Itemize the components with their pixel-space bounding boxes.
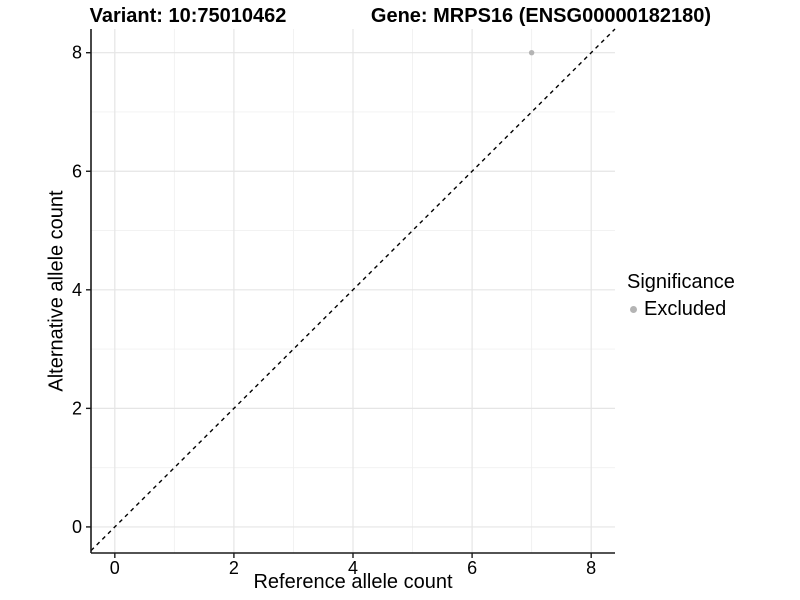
legend-entry-excluded: Excluded: [627, 298, 735, 321]
identity-dashed-line: [90, 28, 616, 552]
y-tick-label: 2: [72, 398, 82, 418]
data-point: [528, 50, 535, 56]
x-tick-label: 2: [229, 558, 239, 578]
y-tick-label: 6: [72, 161, 82, 181]
x-axis-label: Reference allele count: [253, 571, 453, 593]
y-tick-label: 0: [72, 517, 82, 537]
legend-title: Significance: [627, 271, 735, 293]
plot-title-gene: Gene: MRPS16 (ENSG00000182180): [370, 5, 712, 27]
legend-entry-label: Excluded: [644, 298, 727, 320]
y-tick-label: 4: [72, 280, 82, 300]
x-tick-label: 4: [348, 558, 358, 578]
y-tick-label: 8: [72, 43, 82, 63]
x-tick-label: 8: [586, 558, 596, 578]
x-tick-label: 6: [467, 558, 477, 578]
x-tick-label: 0: [110, 558, 120, 578]
legend: Significance Excluded: [627, 271, 735, 321]
plot-title-variant: Variant: 10:75010462: [89, 5, 287, 27]
legend-point-icon: [630, 306, 637, 313]
